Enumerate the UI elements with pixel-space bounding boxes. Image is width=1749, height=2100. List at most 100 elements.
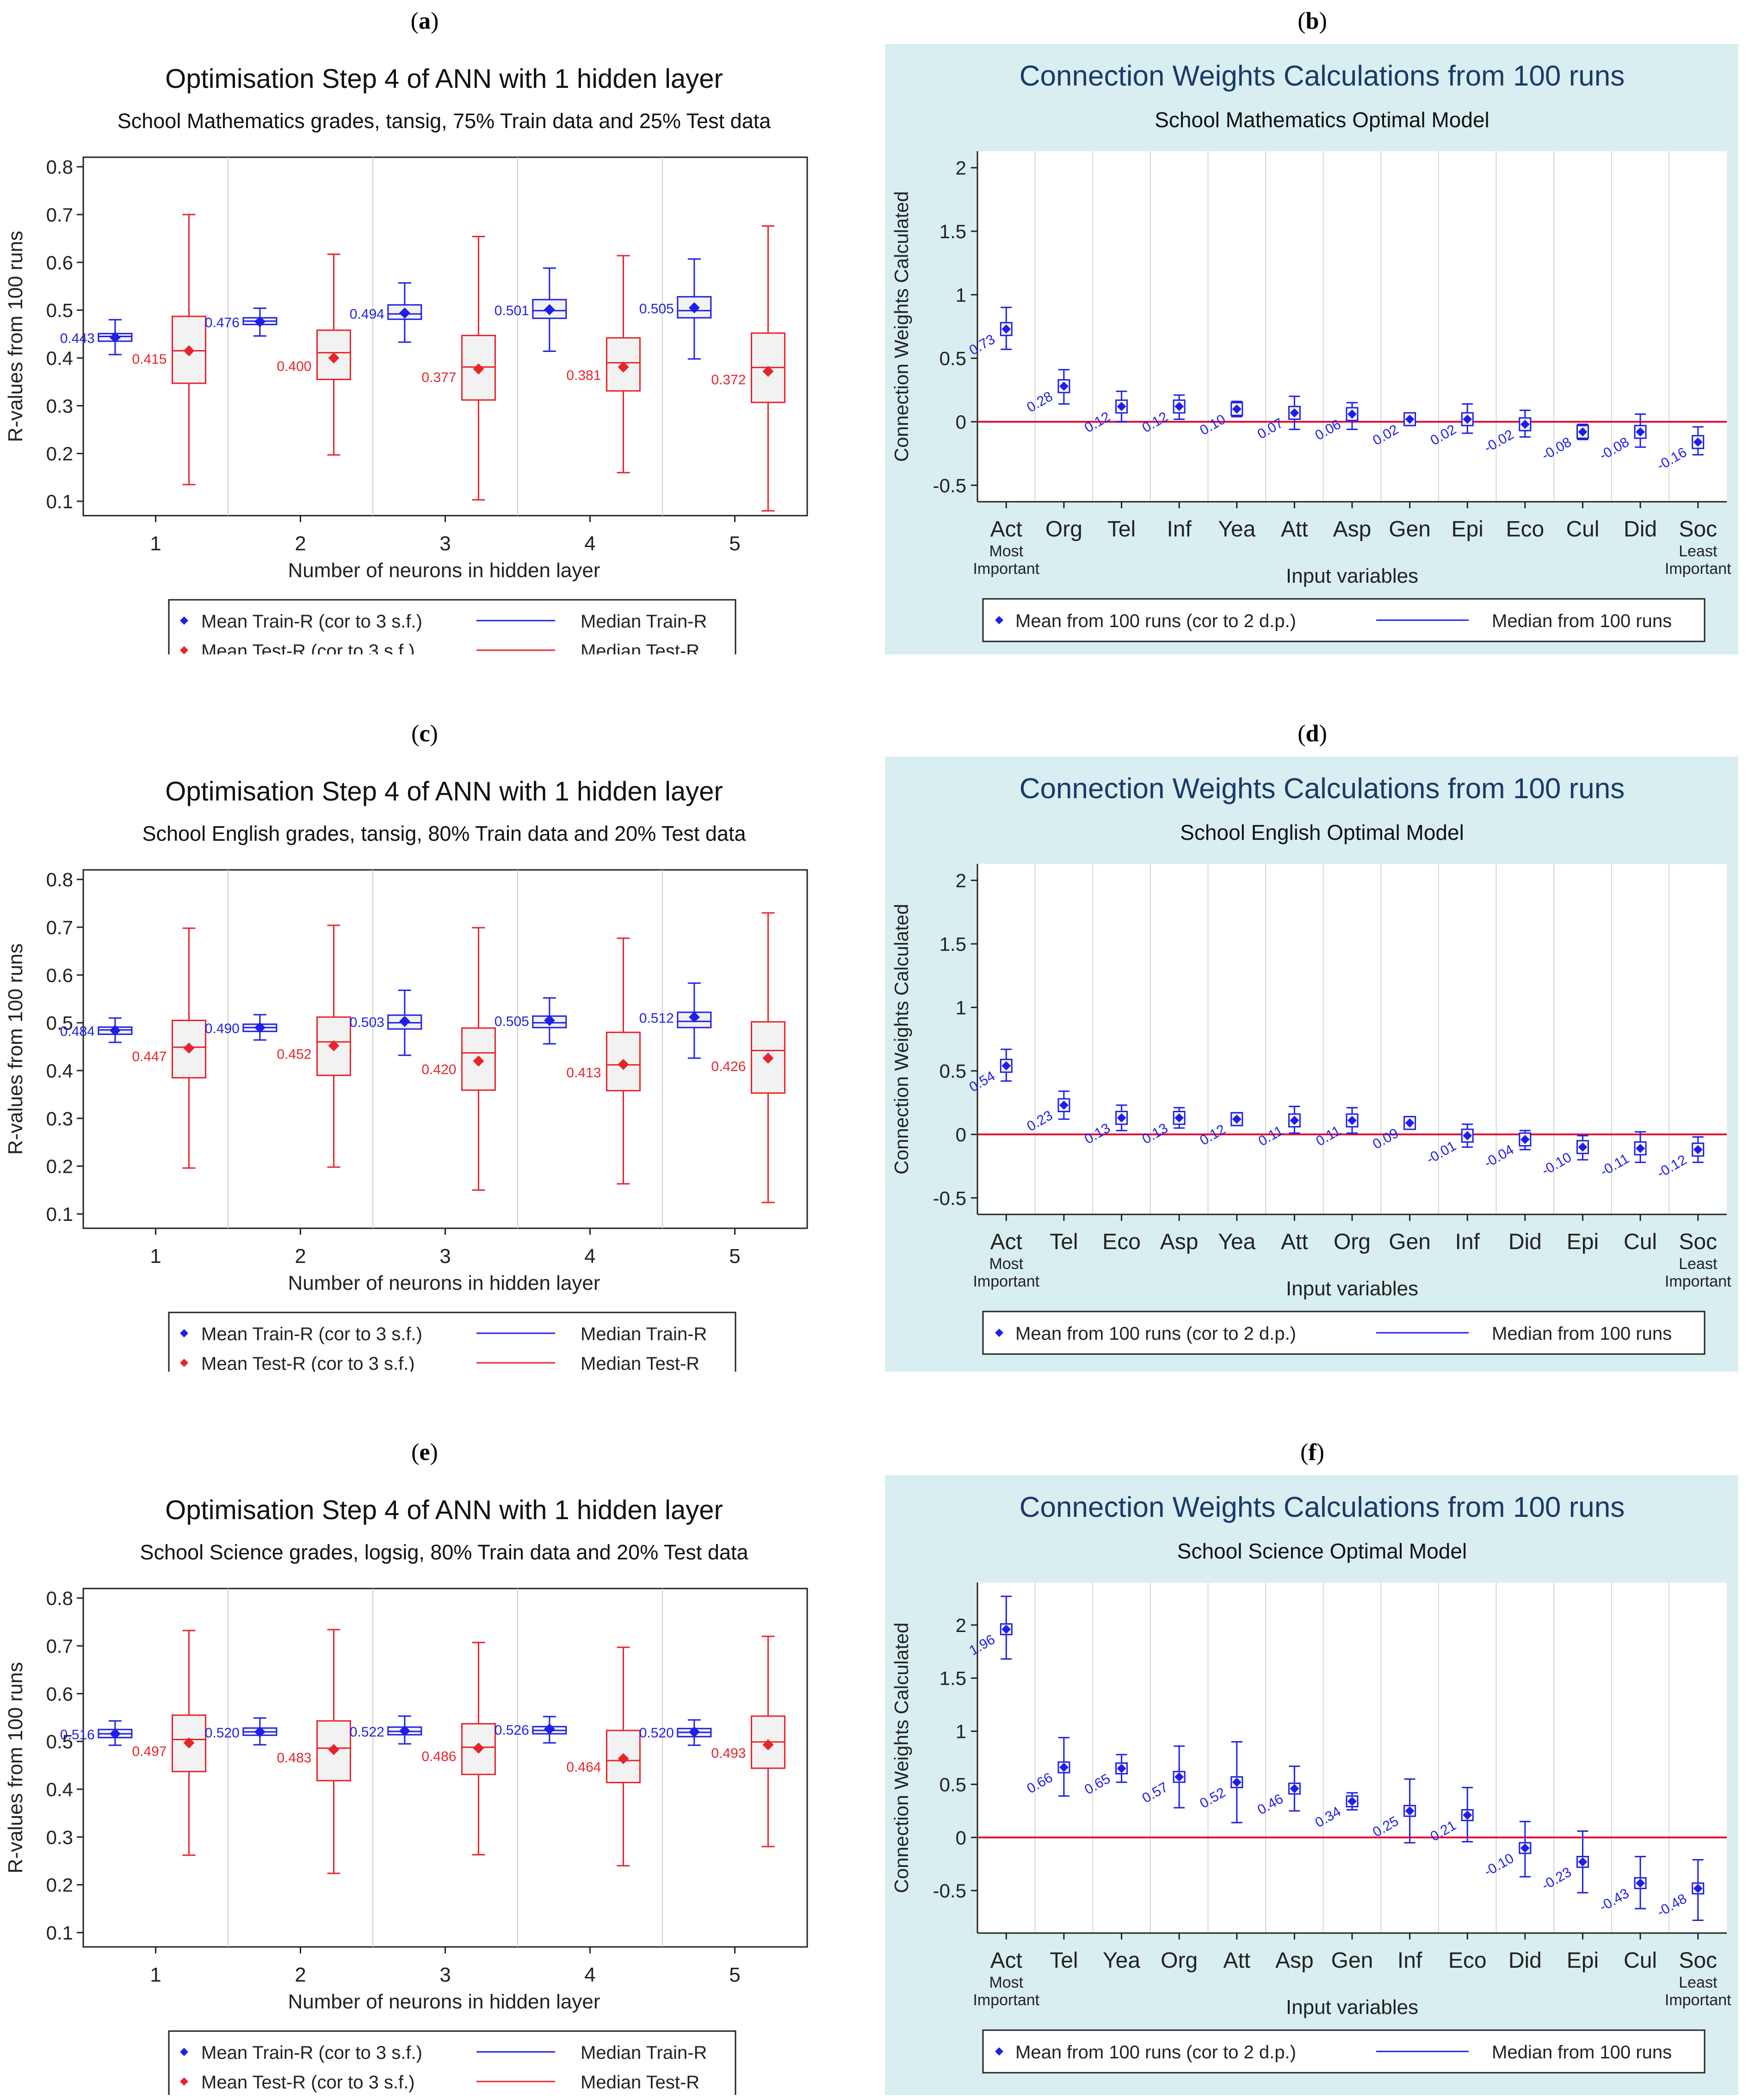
mean-marker bbox=[1578, 427, 1588, 437]
mean-marker bbox=[1693, 1145, 1703, 1154]
error-bar bbox=[1288, 1765, 1301, 1812]
legend-label: Median Test-R bbox=[581, 641, 699, 654]
x-tick-label: Soc bbox=[1679, 1948, 1717, 1973]
test-box bbox=[316, 253, 351, 456]
y-tick-label: 0.1 bbox=[46, 1922, 73, 1944]
error-bar bbox=[1173, 1107, 1186, 1129]
y-tick-label: 0.3 bbox=[46, 1826, 73, 1848]
x-axis-label: Input variables bbox=[1286, 1996, 1418, 2019]
test-box bbox=[316, 924, 351, 1168]
y-tick-label: 1 bbox=[956, 284, 966, 306]
x-tick-label: 2 bbox=[295, 532, 306, 555]
y-tick-label: 1.5 bbox=[939, 1668, 966, 1689]
y-tick-label: 0.5 bbox=[939, 348, 966, 370]
train-box bbox=[387, 989, 422, 1056]
mean-label-test: 0.372 bbox=[711, 372, 746, 388]
x-tick-label: Org bbox=[1045, 517, 1082, 542]
panel-label-a: (a) bbox=[410, 8, 439, 34]
mean-marker bbox=[1463, 414, 1472, 424]
panel-label-c: (c) bbox=[411, 721, 438, 747]
mean-label-train: 0.501 bbox=[494, 303, 529, 319]
x-tick-label: Cul bbox=[1624, 1230, 1657, 1254]
x-tick-label: Yea bbox=[1218, 1230, 1255, 1254]
first-note-line2: Important bbox=[973, 1273, 1039, 1290]
x-axis-label: Number of neurons in hidden layer bbox=[288, 1272, 600, 1294]
x-tick-label: Att bbox=[1223, 1948, 1250, 1973]
y-tick-label: 0.4 bbox=[46, 1779, 73, 1800]
mean-marker bbox=[1463, 1131, 1472, 1140]
mean-marker bbox=[1405, 414, 1415, 424]
x-tick-label: Inf bbox=[1397, 1948, 1422, 1973]
x-tick-label: 1 bbox=[150, 1245, 161, 1268]
x-tick-label: Cul bbox=[1566, 517, 1599, 542]
error-bar bbox=[1000, 307, 1013, 350]
y-tick-label: -0.5 bbox=[933, 1880, 966, 1902]
mean-label-test: 0.483 bbox=[277, 1750, 311, 1766]
iqr-box bbox=[606, 1730, 641, 1784]
error-bar bbox=[1634, 413, 1647, 448]
train-box bbox=[677, 258, 712, 360]
x-tick-label: 5 bbox=[729, 1245, 740, 1268]
y-tick-label: 1.5 bbox=[939, 221, 966, 242]
train-box bbox=[532, 997, 567, 1045]
chart-subtitle: School English Optimal Model bbox=[1180, 820, 1464, 844]
y-axis-label: Connection Weights Calculated bbox=[890, 1622, 912, 1893]
legend-label: Median from 100 runs bbox=[1492, 2042, 1672, 2063]
error-bar bbox=[1519, 1821, 1532, 1878]
legend-label: Mean Train-R (cor to 3 s.f.) bbox=[201, 2043, 422, 2063]
mean-marker bbox=[1001, 1061, 1011, 1071]
x-tick-label: Yea bbox=[1218, 517, 1255, 542]
x-tick-label: Org bbox=[1334, 1230, 1371, 1254]
error-bar bbox=[1519, 409, 1532, 438]
x-tick-label: Did bbox=[1508, 1948, 1542, 1973]
mean-marker bbox=[1693, 1884, 1703, 1893]
weights-panel-f: Connection Weights Calculations from 100… bbox=[885, 1475, 1738, 2095]
x-tick-label: 1 bbox=[150, 1964, 161, 1986]
mean-marker bbox=[1693, 437, 1703, 447]
mean-marker bbox=[1232, 1115, 1242, 1124]
mean-marker bbox=[1405, 1118, 1415, 1128]
mean-marker bbox=[544, 1723, 555, 1735]
legend-label: Mean from 100 runs (cor to 2 d.p.) bbox=[1015, 611, 1296, 631]
mean-label-test: 0.497 bbox=[132, 1744, 167, 1759]
error-bar bbox=[1173, 1745, 1186, 1809]
weights-chart-math: Connection Weights Calculations from 100… bbox=[885, 44, 1738, 654]
weights-chart-science: Connection Weights Calculations from 100… bbox=[885, 1475, 1738, 2095]
y-tick-label: 0.7 bbox=[46, 204, 73, 226]
test-box bbox=[606, 255, 641, 474]
legend-label: Median Test-R bbox=[581, 2072, 699, 2093]
legend-label: Mean Test-R (cor to 3 s.f.) bbox=[201, 2072, 415, 2093]
mean-marker bbox=[618, 1753, 629, 1764]
mean-marker bbox=[473, 363, 484, 375]
x-tick-label: Yea bbox=[1103, 1948, 1140, 1973]
legend-marker bbox=[180, 646, 188, 654]
y-tick-label: 2 bbox=[956, 157, 966, 179]
mean-label-train: 0.494 bbox=[350, 307, 384, 322]
y-tick-label: 0.7 bbox=[46, 1635, 73, 1657]
mean-marker bbox=[1347, 1115, 1357, 1125]
mean-marker bbox=[1059, 1100, 1069, 1110]
error-bar bbox=[1403, 412, 1416, 426]
error-bar bbox=[1519, 1130, 1532, 1151]
panel-label-d: (d) bbox=[1298, 721, 1327, 747]
y-axis-label: R-values from 100 runs bbox=[4, 1662, 27, 1873]
first-note-line2: Important bbox=[973, 1991, 1039, 2009]
legend-label: Median Train-R bbox=[581, 1324, 707, 1344]
chart-subtitle: School Science Optimal Model bbox=[1177, 1539, 1467, 1563]
x-tick-label: Asp bbox=[1160, 1230, 1199, 1254]
mean-marker bbox=[328, 1744, 340, 1755]
error-bar bbox=[1230, 400, 1243, 418]
mean-marker bbox=[109, 1728, 121, 1740]
error-bar bbox=[1230, 1112, 1243, 1127]
chart-title: Optimisation Step 4 of ANN with 1 hidden… bbox=[165, 1495, 723, 1525]
panel-label-f: (f) bbox=[1300, 1439, 1324, 1466]
mean-label-test: 0.413 bbox=[566, 1065, 601, 1081]
mean-marker bbox=[183, 1042, 195, 1054]
y-axis-label: R-values from 100 runs bbox=[4, 231, 27, 442]
mean-label-train: 0.484 bbox=[60, 1024, 95, 1039]
train-box bbox=[387, 282, 422, 343]
mean-marker bbox=[1059, 1762, 1069, 1772]
legend-box bbox=[982, 598, 1706, 642]
error-bar bbox=[1000, 1048, 1013, 1082]
error-bar bbox=[1576, 1135, 1589, 1161]
